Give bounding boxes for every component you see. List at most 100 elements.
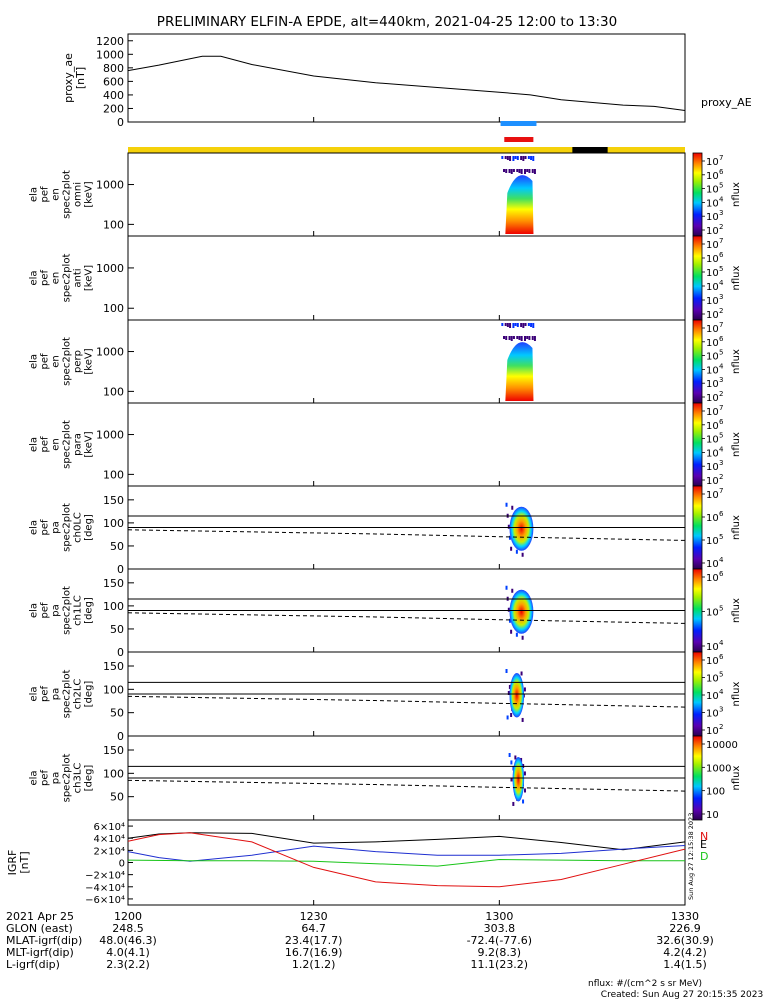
colorbar-tick-exponent: 3 <box>719 293 723 301</box>
spectrogram-speckle <box>527 156 530 159</box>
xaxis-tick-value: 4.0(4.1) <box>106 946 150 959</box>
colorbar-tick-label: 10 <box>706 198 719 209</box>
spectrogram-speckle <box>505 336 508 340</box>
colorbar-tick-exponent: 2 <box>719 723 723 731</box>
colorbar-tick-exponent: 4 <box>719 639 724 647</box>
colorbar-tick-label: 10 <box>706 448 719 459</box>
colorbar-tick-label: 10 <box>706 810 719 821</box>
spectrogram-speckle <box>530 156 533 160</box>
colorbar-tick-label: 10 <box>706 254 719 265</box>
spectrogram-speckle <box>528 169 531 173</box>
spectrogram-ylabel-perp-line: ela <box>29 354 40 369</box>
spectrogram-ylabel-ch0LC-line: ela <box>29 520 40 535</box>
spectrogram-flux-region <box>509 506 534 551</box>
spectrogram-frame <box>127 319 686 404</box>
colorbar-1 <box>692 152 703 237</box>
loss-cone-dashed-line <box>127 612 686 624</box>
spectrogram-ylabel-ch2LC-line: pef <box>40 686 51 703</box>
spectrogram-speckle <box>508 535 511 540</box>
spectrogram-ytick-label: 100 <box>103 302 124 315</box>
colorbar-tick-label: 10 <box>706 296 719 307</box>
spectrogram-speckle <box>532 156 535 161</box>
igrf-ytick-label: 6×10⁴ <box>94 822 125 833</box>
spectrogram-speckle <box>505 502 508 507</box>
colorbar-5 <box>692 485 703 570</box>
igrf-series-black <box>127 832 686 851</box>
igrf-ytick-label: −4×10⁴ <box>85 883 125 894</box>
colorbar-tick-exponent: 2 <box>719 223 723 231</box>
spectrogram-speckle <box>505 669 508 673</box>
vertical-timestamp: Sun Aug 27 12:15:38 2023 <box>687 813 695 900</box>
spectrogram-speckle <box>512 336 515 339</box>
colorbar-tick-label: 100 <box>706 787 725 798</box>
spectrogram-ylabel-ch1LC-line: spec2plot <box>62 586 73 635</box>
colorbar-tick-label: 10 <box>706 407 719 418</box>
science-zone-red-marker <box>504 137 534 142</box>
xaxis-tick-value: 11.1(23.2) <box>471 958 529 971</box>
colorbar-label-5-line: nflux <box>731 515 742 540</box>
colorbar-tick-label: 10 <box>706 573 719 584</box>
colorbar-label-6-line: nflux <box>731 598 742 623</box>
colorbar-tick-label: 10000 <box>706 740 738 751</box>
spectrogram-ytick-label: 150 <box>103 744 124 757</box>
spectrogram-speckle <box>512 156 515 161</box>
colorbar-tick-label: 10 <box>706 226 719 237</box>
spectrogram-speckle <box>510 169 513 174</box>
spectrogram-ylabel-ch3LC-line: pa <box>51 772 62 784</box>
spectrogram-ylabel-anti-line: en <box>51 272 62 285</box>
proxy-ae-ytick-label: 600 <box>103 75 124 88</box>
spectrogram-speckle <box>516 169 519 172</box>
colorbar-3 <box>692 319 703 404</box>
colorbar-tick-label: 10 <box>706 421 719 432</box>
xaxis-tick-value: 1.4(1.5) <box>663 958 707 971</box>
spectrogram-speckle <box>508 618 511 623</box>
xaxis-tick-value: 48.0(46.3) <box>99 934 157 947</box>
xaxis-tick-value: 2.3(2.2) <box>106 958 150 971</box>
colorbar-tick-exponent: 6 <box>719 168 724 176</box>
spectrogram-ylabel-ch0LC-line: pa <box>51 521 62 533</box>
proxy-ae-ylabel: proxy_ae [nT] <box>62 53 87 103</box>
spectrogram-ytick-label: 50 <box>110 540 124 553</box>
igrf-series-green <box>127 858 685 867</box>
spectrogram-speckle <box>531 169 534 173</box>
colorbar-tick-label: 10 <box>706 310 719 321</box>
spectrogram-ylabel-ch3LC-line: pef <box>40 770 51 787</box>
colorbar-tick-label: 10 <box>706 656 719 667</box>
spectrogram-ytick-label: 100 <box>103 385 124 398</box>
proxy-ae-ytick-label: 800 <box>103 62 124 75</box>
spectrogram-ylabel-omni: ela pef en spec2plot omni [keV] <box>29 170 95 219</box>
spectrogram-speckle <box>508 169 511 173</box>
spectrogram-speckle <box>520 336 523 341</box>
spectrogram-ylabel-anti: ela pef en spec2plot anti [keV] <box>29 254 95 303</box>
spectrogram-speckle <box>520 671 523 676</box>
spectrogram-speckle <box>510 546 513 551</box>
colorbar-tick-exponent: 4 <box>719 362 724 370</box>
spectrogram-ylabel-omni-line: ela <box>29 187 40 202</box>
colorbar-2 <box>692 235 703 321</box>
xaxis-tick-value: 1330 <box>671 910 699 923</box>
spectrogram-ytick-label: 100 <box>103 683 124 696</box>
spectrogram-ylabel-anti-line: [keV] <box>84 265 95 291</box>
colorbar-label-3-line: nflux <box>731 349 742 374</box>
spectrogram-speckle <box>503 169 505 172</box>
colorbar-tick-label: 10 <box>706 379 719 390</box>
spectrogram-ylabel-anti-line: ela <box>29 270 40 285</box>
colorbar-label-3: nflux <box>731 349 742 374</box>
spectrogram-speckle <box>526 169 529 172</box>
colorbar-tick-label: 10 <box>706 240 719 251</box>
xaxis-tick-value: 1230 <box>300 910 328 923</box>
colorbar-tick-exponent: 3 <box>719 706 723 714</box>
igrf-legend-E: E <box>700 838 707 851</box>
igrf-legend-D: D <box>700 850 708 863</box>
loss-cone-dashed-line <box>127 779 686 792</box>
spectrogram-speckle <box>508 336 511 340</box>
colorbar-tick-exponent: 3 <box>719 376 723 384</box>
spectrogram-ylabel-omni-line: omni <box>73 182 84 207</box>
xaxis-row-label: GLON (east) <box>6 922 73 935</box>
spectrogram-ylabel-perp-line: pef <box>40 353 51 370</box>
colorbar-tick-label: 1000 <box>706 763 731 774</box>
igrf-ytick-label: 4×10⁴ <box>94 834 125 845</box>
